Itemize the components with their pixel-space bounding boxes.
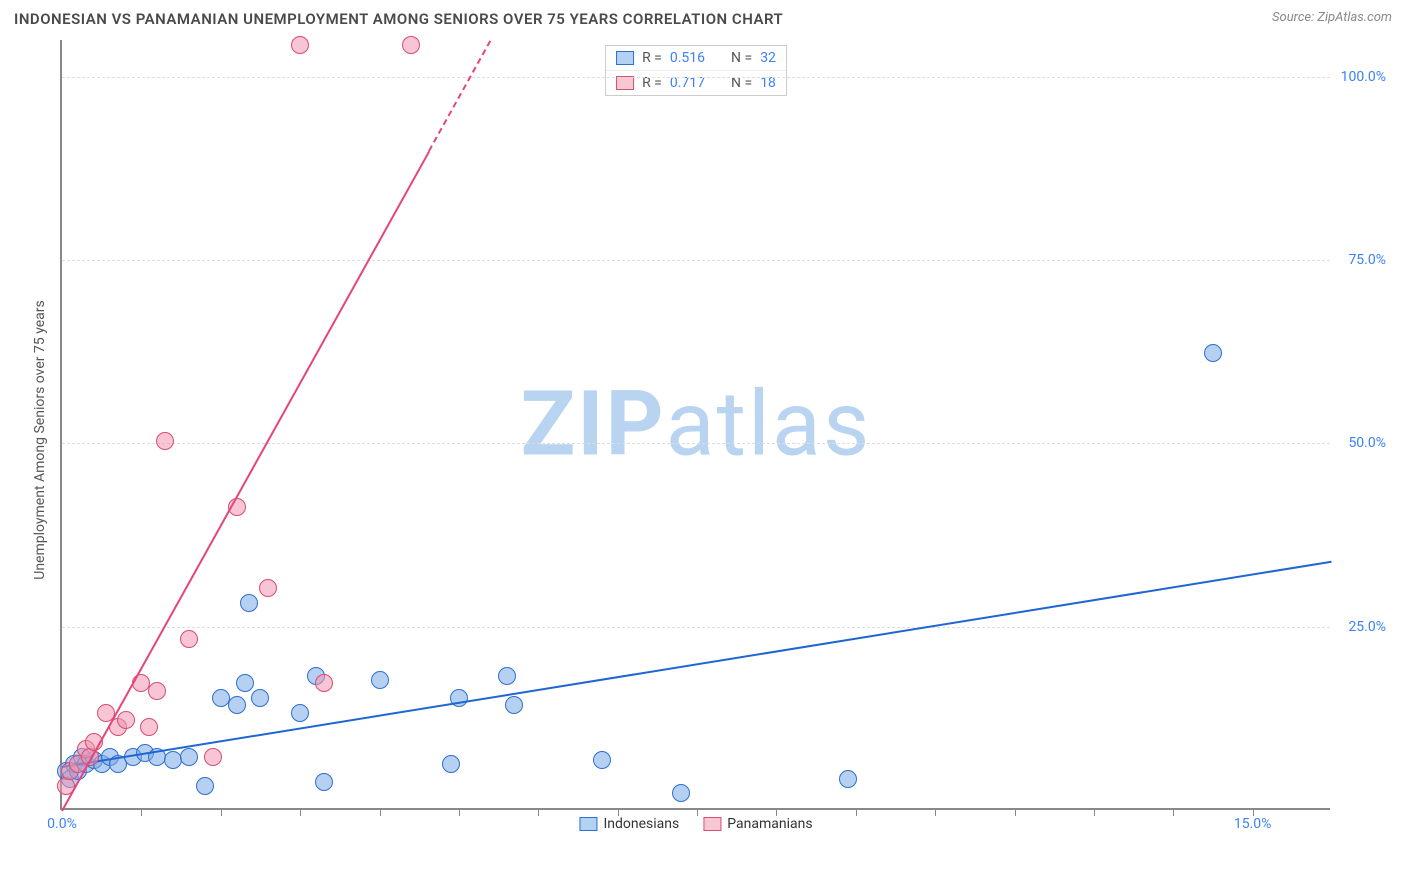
trend-line (62, 561, 1332, 768)
watermark-bold: ZIP (521, 372, 666, 477)
data-point (505, 696, 523, 714)
data-point (156, 432, 174, 450)
data-point (498, 667, 516, 685)
data-point (371, 671, 389, 689)
legend-swatch (616, 51, 634, 65)
data-point (140, 718, 158, 736)
legend-row: R = 0.516 N = 32 (606, 46, 786, 70)
data-point (593, 751, 611, 769)
y-axis-label: Unemployment Among Seniors over 75 years (32, 300, 48, 580)
x-tick (1094, 808, 1095, 816)
x-tick (935, 808, 936, 816)
series-legend: Indonesians Panamanians (579, 816, 812, 832)
x-tick (1015, 808, 1016, 816)
data-point (442, 755, 460, 773)
legend-swatch (703, 817, 721, 831)
source-attribution: Source: ZipAtlas.com (1272, 10, 1392, 25)
trend-line-dashed (429, 41, 492, 152)
correlation-legend: R = 0.516 N = 32 R =0.717N =18 (605, 45, 787, 96)
legend-n-label: N = (731, 50, 752, 66)
data-point (402, 36, 420, 54)
data-point (315, 674, 333, 692)
x-tick (856, 808, 857, 816)
gridline (62, 443, 1330, 444)
legend-swatch (579, 817, 597, 831)
data-point (251, 689, 269, 707)
plot-area: ZIPatlas R =0.516N =32R =0.717N =18 Indo… (60, 40, 1330, 810)
series-name: Panamanians (727, 816, 812, 832)
gridline (62, 77, 1330, 78)
x-tick (380, 808, 381, 816)
data-point (180, 630, 198, 648)
data-point (240, 594, 258, 612)
data-point (259, 579, 277, 597)
legend-r-value: 0.516 (670, 50, 705, 66)
data-point (148, 682, 166, 700)
x-tick-label: 15.0% (1234, 816, 1272, 832)
legend-row: R =0.717N =18 (606, 70, 786, 95)
data-point (117, 711, 135, 729)
y-tick-label: 25.0% (1348, 619, 1386, 635)
series-legend-item: Panamanians (703, 816, 812, 832)
x-tick (697, 808, 698, 816)
x-tick (141, 808, 142, 816)
legend-r-label: R = (642, 50, 662, 66)
x-tick (1173, 808, 1174, 816)
data-point (839, 770, 857, 788)
x-tick (221, 808, 222, 816)
data-point (196, 777, 214, 795)
x-tick (538, 808, 539, 816)
x-tick (1253, 808, 1254, 816)
y-tick-label: 75.0% (1348, 252, 1386, 268)
data-point (180, 748, 198, 766)
x-tick (618, 808, 619, 816)
data-point (228, 696, 246, 714)
x-tick (300, 808, 301, 816)
chart-container: Unemployment Among Seniors over 75 years… (50, 40, 1380, 840)
legend-swatch (616, 76, 634, 90)
legend-n-value: 32 (760, 50, 776, 66)
series-name: Indonesians (603, 816, 679, 832)
watermark: ZIPatlas (521, 372, 872, 477)
trend-line (61, 151, 430, 812)
data-point (236, 674, 254, 692)
data-point (672, 784, 690, 802)
y-tick-label: 100.0% (1341, 69, 1386, 85)
data-point (291, 704, 309, 722)
gridline (62, 260, 1330, 261)
watermark-light: atlas (666, 372, 872, 477)
data-point (1204, 344, 1222, 362)
gridline (62, 627, 1330, 628)
series-legend-item: Indonesians (579, 816, 679, 832)
chart-title: INDONESIAN VS PANAMANIAN UNEMPLOYMENT AM… (14, 10, 783, 28)
data-point (315, 773, 333, 791)
data-point (291, 36, 309, 54)
y-tick-label: 50.0% (1348, 435, 1386, 451)
x-tick-label: 0.0% (47, 816, 77, 832)
data-point (204, 748, 222, 766)
x-tick (459, 808, 460, 816)
x-tick (776, 808, 777, 816)
